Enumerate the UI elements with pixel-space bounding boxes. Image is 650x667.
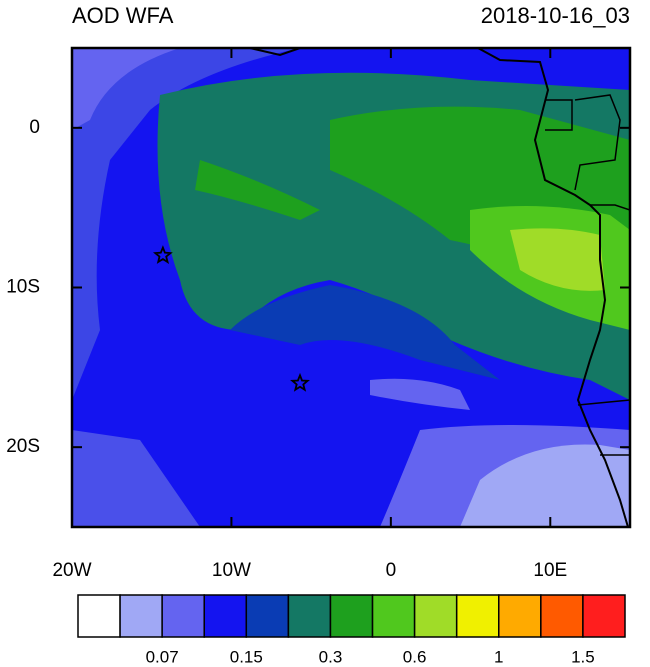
y-tick-label: 10S bbox=[6, 277, 40, 298]
colorbar-box bbox=[161, 594, 205, 638]
site-marker bbox=[153, 245, 173, 264]
x-tick-label: 20W bbox=[52, 560, 91, 581]
colorbar-box bbox=[413, 594, 458, 638]
site-marker bbox=[290, 372, 310, 392]
y-tick-label: 20S bbox=[6, 436, 40, 457]
colorbar-box bbox=[287, 594, 332, 638]
colorbar-label: 1 bbox=[494, 647, 503, 666]
colorbar-box bbox=[245, 594, 290, 638]
colorbar-label: 0.15 bbox=[230, 647, 263, 666]
x-tick-label: 0 bbox=[386, 560, 397, 581]
x-tick-label: 10W bbox=[212, 560, 251, 581]
colorbar-box bbox=[582, 594, 626, 638]
colorbar-label: 0.3 bbox=[319, 647, 343, 666]
timestamp: 2018-10-16_03 bbox=[481, 3, 630, 28]
colorbar-box bbox=[371, 594, 416, 638]
colorbar-box bbox=[498, 594, 542, 638]
colorbar-box bbox=[203, 594, 248, 638]
aod-field bbox=[72, 48, 630, 527]
colorbar-box bbox=[119, 594, 163, 638]
title: AOD WFA bbox=[72, 3, 174, 28]
colorbar-label: 1.5 bbox=[571, 647, 595, 666]
colorbar-label: 0.07 bbox=[146, 647, 179, 666]
colorbar-label: 0.6 bbox=[403, 647, 427, 666]
x-tick-label: 10E bbox=[533, 560, 567, 581]
coastline bbox=[249, 48, 630, 527]
colorbar-box bbox=[329, 594, 374, 638]
colorbar-box bbox=[455, 594, 500, 638]
colorbar-box bbox=[77, 594, 121, 638]
y-tick-label: 0 bbox=[29, 117, 40, 138]
colorbar-box bbox=[540, 594, 584, 638]
